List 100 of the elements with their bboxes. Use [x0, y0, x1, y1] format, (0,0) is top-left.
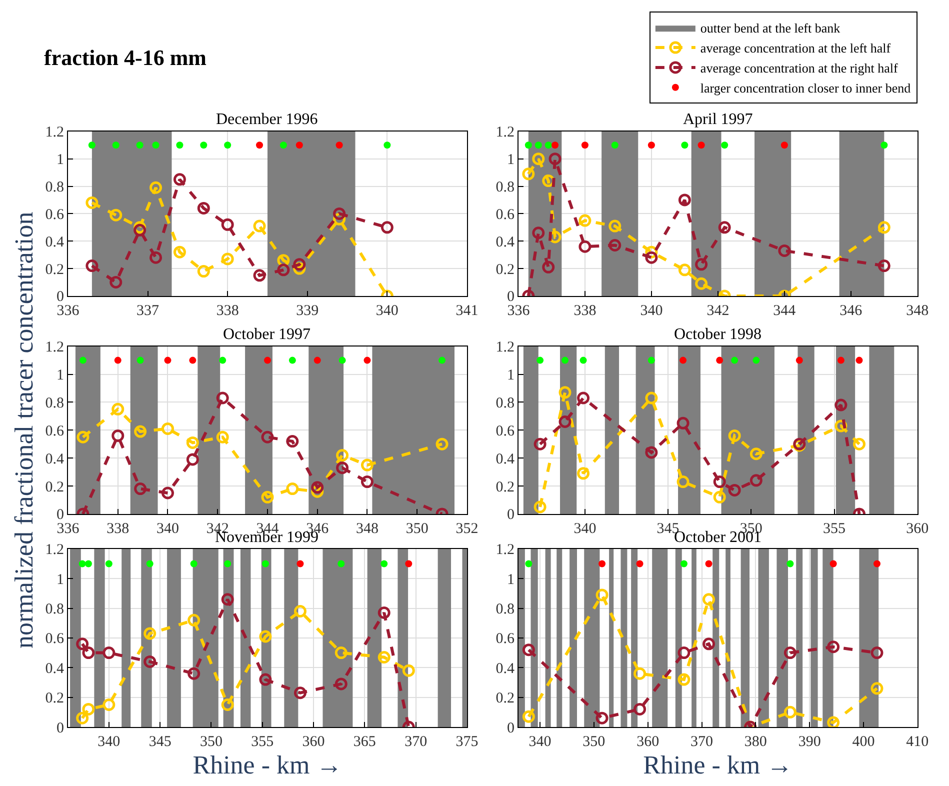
point — [680, 356, 687, 364]
point — [786, 560, 794, 568]
point — [84, 560, 92, 568]
point — [796, 356, 803, 364]
point — [219, 356, 226, 364]
x-tick-label: 337 — [136, 302, 160, 319]
x-tick-label: 338 — [106, 520, 130, 537]
point — [288, 356, 296, 364]
y-axis-title: normalized fractional tracer concentration — [10, 212, 39, 648]
point — [216, 430, 229, 444]
point — [186, 436, 199, 449]
x-tick-label: 370 — [690, 734, 714, 750]
y-tick-label: 1 — [506, 572, 514, 588]
point — [678, 194, 691, 206]
point — [293, 258, 306, 271]
point — [436, 438, 448, 450]
point — [648, 142, 655, 149]
point — [596, 588, 608, 602]
point — [532, 152, 545, 166]
point — [695, 277, 708, 290]
point — [253, 269, 266, 282]
point — [259, 630, 272, 643]
point — [676, 476, 690, 488]
point — [695, 258, 708, 271]
point — [161, 486, 174, 500]
point — [634, 667, 646, 680]
y-tick-label: 1 — [56, 368, 64, 384]
y-tick-label: 0 — [56, 720, 64, 736]
point — [532, 226, 545, 240]
point — [189, 356, 196, 364]
point — [608, 220, 622, 232]
x-tick-label: 350 — [582, 734, 606, 750]
point — [552, 142, 559, 149]
point — [262, 560, 269, 568]
point — [608, 238, 622, 252]
point — [713, 490, 726, 504]
point — [333, 207, 346, 220]
point — [827, 716, 840, 727]
point — [534, 142, 542, 149]
point — [110, 276, 122, 289]
point — [200, 142, 208, 149]
point — [253, 220, 266, 232]
point — [190, 560, 198, 568]
point — [598, 560, 606, 568]
point — [558, 416, 572, 428]
point — [678, 264, 691, 276]
point — [176, 142, 184, 149]
point — [294, 686, 306, 700]
y-tick-label: 0 — [506, 289, 514, 306]
legend-label: average concentration at the right half — [700, 60, 899, 76]
point — [224, 560, 232, 568]
point — [86, 260, 98, 272]
chart-title: October 1998 — [674, 326, 762, 343]
point — [112, 142, 120, 149]
point — [780, 142, 788, 149]
point — [648, 356, 655, 364]
y-tick-label: 0.2 — [496, 690, 514, 707]
point — [830, 560, 837, 568]
point — [378, 606, 390, 619]
point — [870, 646, 884, 660]
point — [78, 560, 86, 568]
point — [197, 202, 210, 214]
legend-label: larger concentration closer to inner bend — [700, 80, 912, 96]
point — [197, 265, 210, 278]
x-tick-label: 350 — [406, 520, 428, 537]
y-tick-label: 0.2 — [496, 479, 514, 496]
point — [150, 181, 162, 194]
point — [402, 664, 415, 677]
point — [750, 474, 762, 487]
y-tick-label: 0.2 — [45, 262, 64, 278]
point — [102, 646, 116, 660]
point — [536, 356, 544, 364]
point — [562, 356, 568, 364]
point — [577, 392, 590, 404]
x-tick-label: 340 — [156, 520, 179, 537]
point — [678, 646, 690, 660]
x-tick-label: 348 — [906, 302, 929, 319]
point — [542, 260, 555, 274]
y-tick-label: 0.6 — [496, 423, 515, 440]
y-tick-label: 0 — [56, 289, 64, 306]
point — [645, 392, 658, 404]
x-tick-label: 345 — [148, 734, 172, 750]
y-tick-label: 0.6 — [45, 206, 64, 223]
point — [705, 560, 712, 568]
point — [334, 646, 348, 660]
legend-label: average concentration at the left half — [700, 40, 892, 56]
x-tick-label: 340 — [528, 734, 552, 750]
point — [870, 682, 884, 695]
point — [544, 142, 552, 149]
point — [186, 453, 199, 466]
y-tick-label: 0.8 — [45, 180, 64, 196]
x-tick-label: 380 — [744, 734, 767, 750]
y-tick-label: 1.2 — [45, 542, 64, 558]
point — [286, 482, 299, 496]
point — [405, 560, 412, 568]
x-tick-label: 360 — [906, 520, 929, 537]
y-tick-label: 0.4 — [496, 234, 515, 250]
x-tick-label: 339 — [296, 302, 319, 319]
y-tick-label: 0 — [506, 507, 514, 524]
point — [837, 356, 844, 364]
